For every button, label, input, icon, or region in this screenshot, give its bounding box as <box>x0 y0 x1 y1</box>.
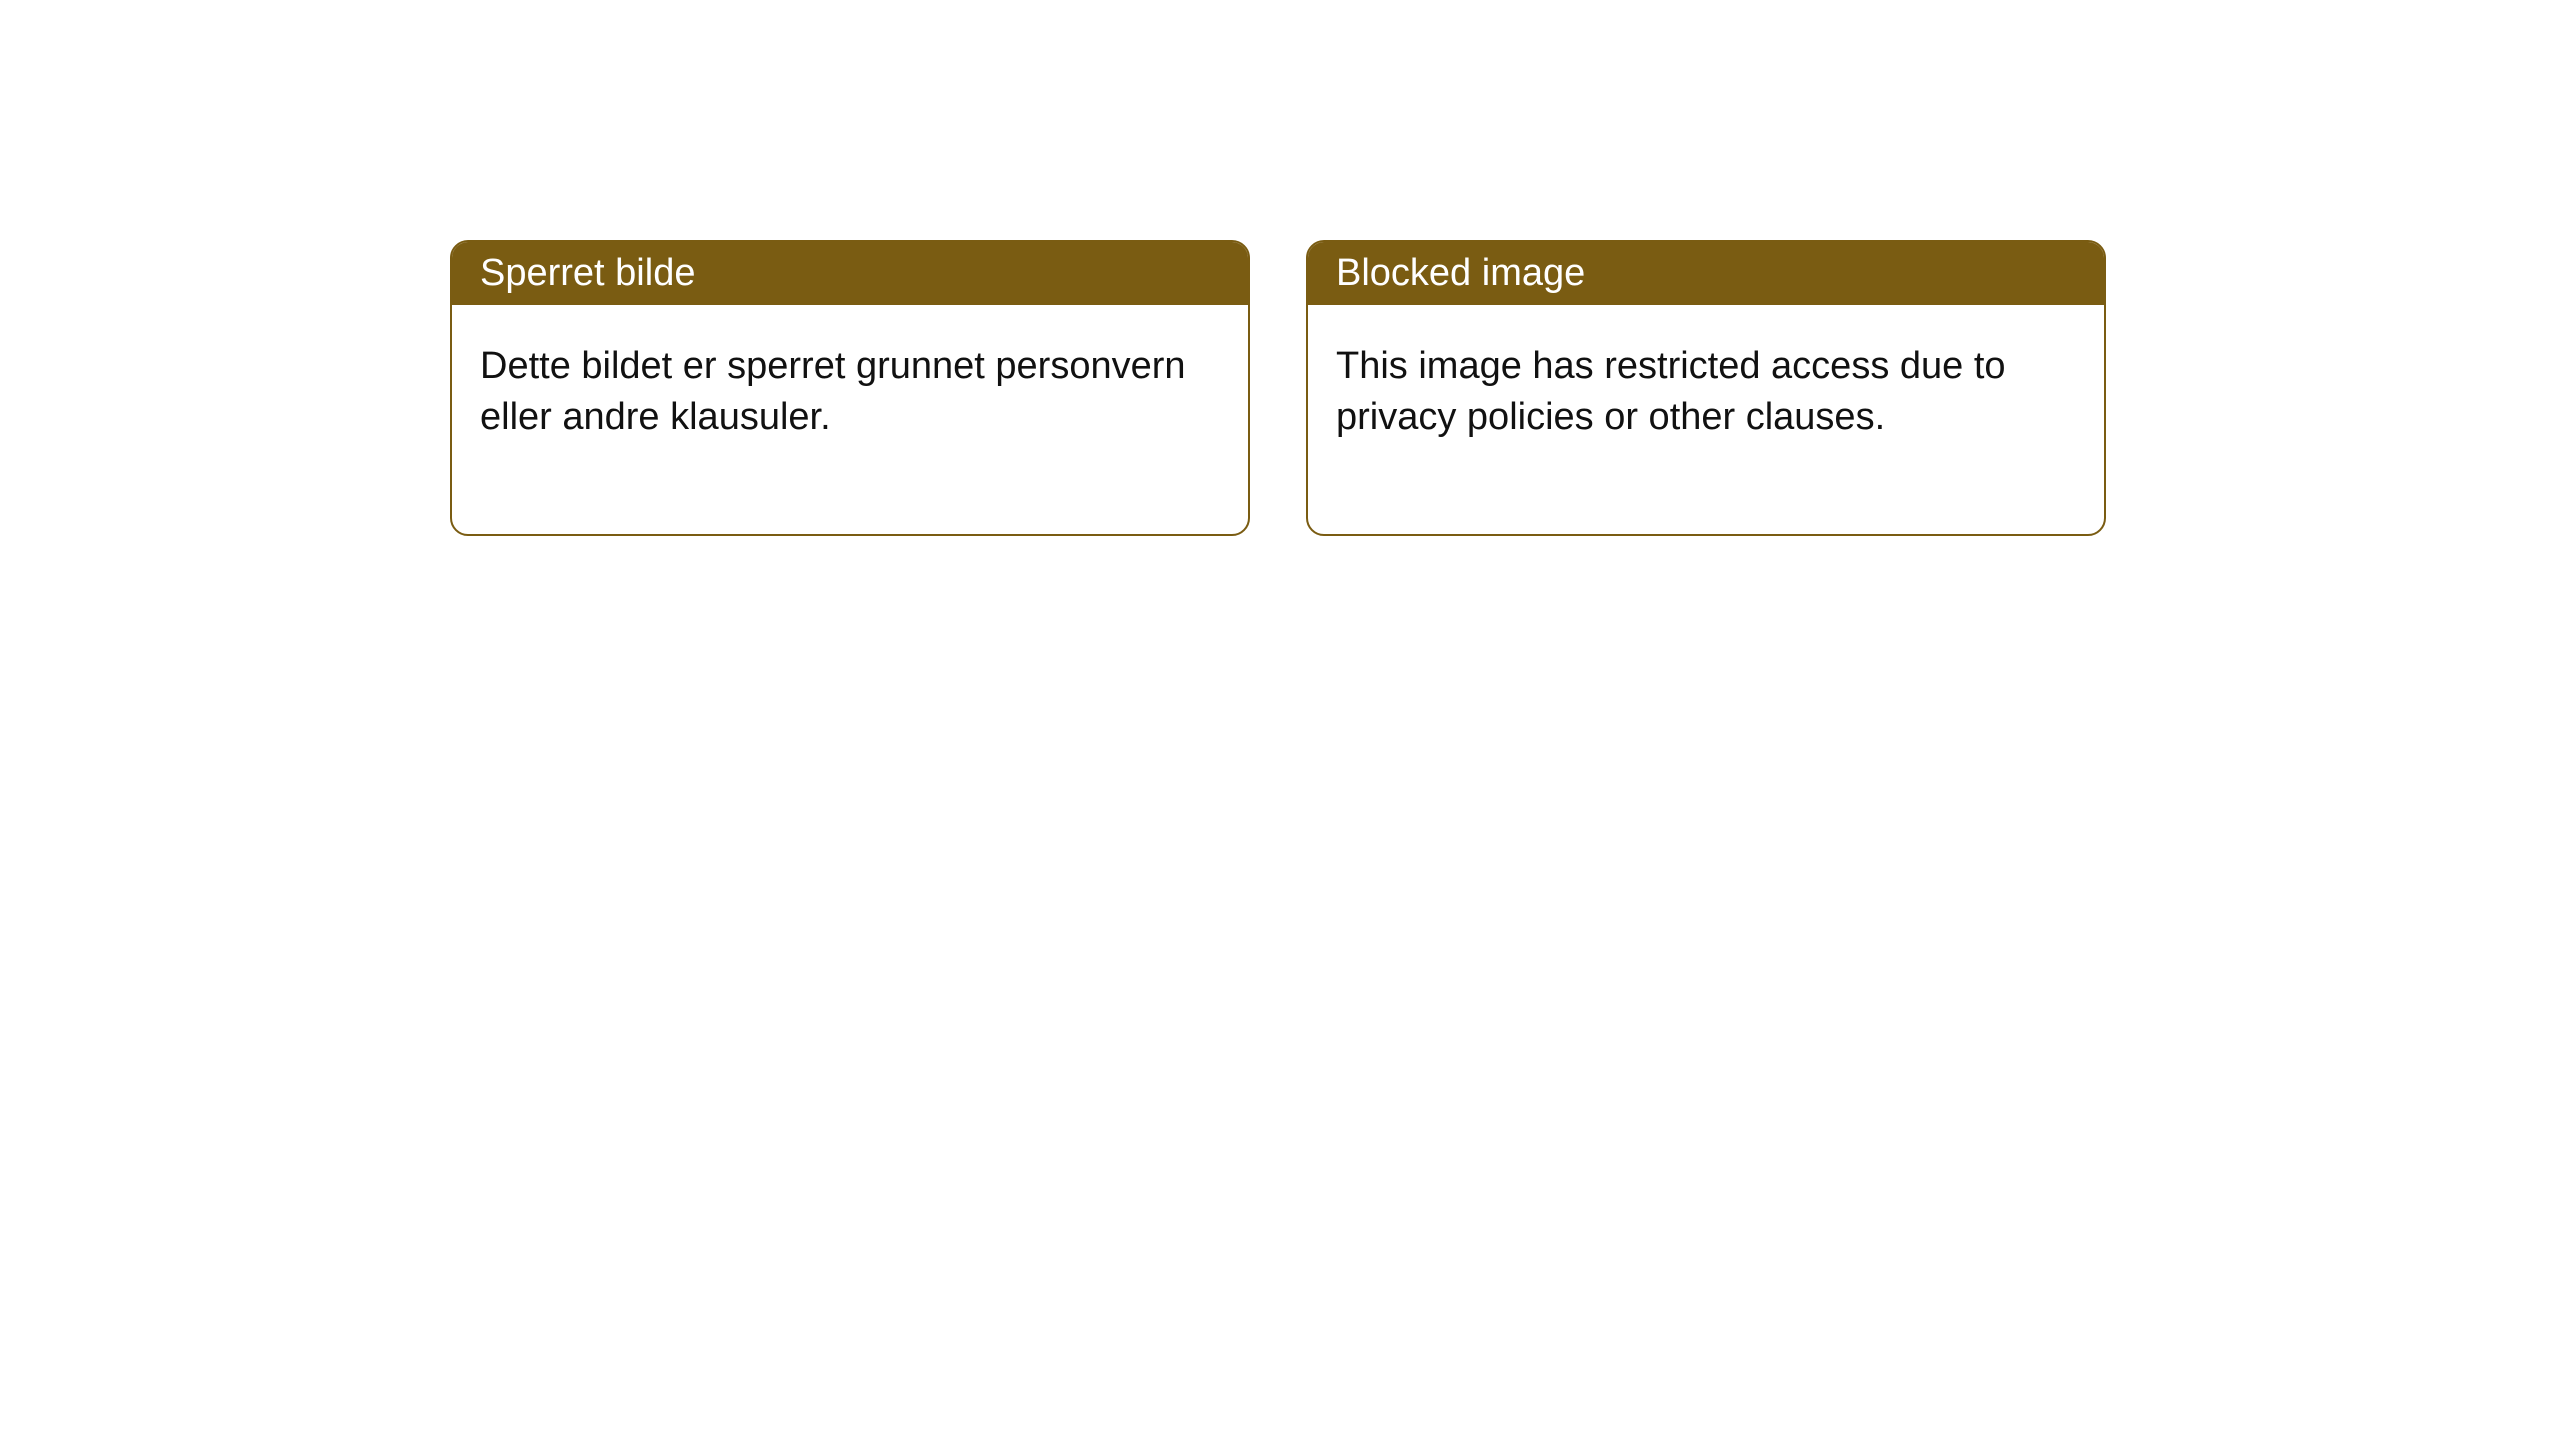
card-body-no: Dette bildet er sperret grunnet personve… <box>452 305 1248 534</box>
notice-cards-container: Sperret bilde Dette bildet er sperret gr… <box>450 240 2106 536</box>
card-title-no: Sperret bilde <box>480 252 695 294</box>
card-header-no: Sperret bilde <box>452 242 1248 305</box>
blocked-image-card-no: Sperret bilde Dette bildet er sperret gr… <box>450 240 1250 536</box>
card-message-en: This image has restricted access due to … <box>1336 345 2006 438</box>
blocked-image-card-en: Blocked image This image has restricted … <box>1306 240 2106 536</box>
card-body-en: This image has restricted access due to … <box>1308 305 2104 534</box>
card-header-en: Blocked image <box>1308 242 2104 305</box>
card-title-en: Blocked image <box>1336 252 1585 294</box>
card-message-no: Dette bildet er sperret grunnet personve… <box>480 345 1186 438</box>
